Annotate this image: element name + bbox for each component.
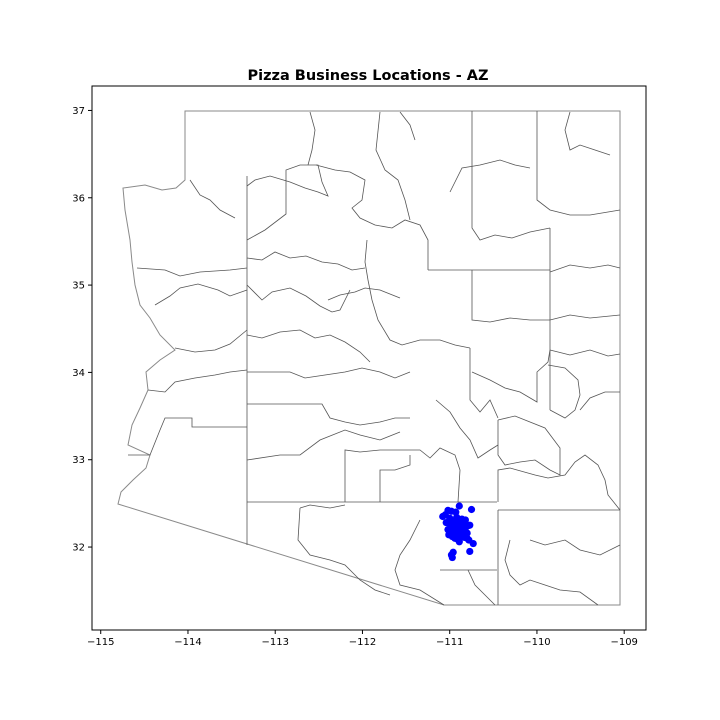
business-location-point (444, 525, 452, 534)
x-tick-label: −110 (523, 637, 550, 648)
state-boundary (117, 110, 621, 606)
x-tick-label: −114 (174, 637, 201, 648)
county-line (364, 239, 471, 349)
county-line (564, 111, 611, 156)
x-tick-label: −111 (436, 637, 463, 648)
business-location-point (466, 547, 474, 556)
business-location-point (442, 518, 450, 527)
x-tick-label: −112 (349, 637, 376, 648)
county-line (467, 569, 496, 606)
y-tick-label: 35 (72, 281, 85, 292)
county-line (399, 111, 416, 141)
y-tick-label: 33 (72, 455, 85, 466)
county-line (497, 415, 561, 476)
county-line (154, 283, 248, 306)
axes-frame (91, 85, 647, 631)
county-line (247, 403, 410, 426)
county-line (428, 228, 551, 271)
county-line (504, 539, 599, 606)
y-tick-label: 34 (72, 368, 85, 379)
county-line (246, 429, 401, 461)
county-line (246, 164, 329, 241)
county-line (246, 251, 366, 271)
county-line (147, 369, 248, 393)
county-line (379, 455, 411, 502)
county-line (246, 329, 371, 363)
county-line (327, 287, 401, 301)
county-line (497, 454, 621, 511)
county-line (297, 504, 391, 596)
county-line (449, 159, 531, 193)
business-location-point (455, 538, 463, 546)
county-line (529, 539, 621, 556)
county-line (189, 179, 236, 219)
county-line (315, 164, 429, 270)
x-tick-label: −113 (261, 637, 288, 648)
county-line (136, 267, 248, 277)
county-line (579, 391, 620, 411)
y-axis: 32 33 34 35 36 37 (72, 106, 92, 554)
y-tick-label: 36 (72, 193, 85, 204)
county-line (174, 329, 248, 353)
county-line (375, 111, 411, 221)
county-line (344, 447, 461, 503)
county-line (471, 349, 551, 403)
business-location-point (453, 513, 461, 521)
business-location-point (448, 553, 456, 562)
business-location-point (455, 502, 463, 510)
x-tick-label: −109 (610, 637, 637, 648)
business-location-point (466, 521, 474, 529)
county-line (536, 111, 621, 216)
county-line (549, 349, 621, 357)
business-location-point (461, 516, 470, 524)
county-line (394, 519, 445, 606)
business-location-point (467, 505, 476, 514)
county-line (469, 348, 499, 419)
business-location-point (456, 523, 464, 531)
x-axis: −115 −114 −113 −112 −111 −110 −109 (87, 630, 638, 648)
plot-area (117, 110, 621, 606)
county-line (246, 284, 351, 313)
county-line (471, 270, 621, 323)
county-boundaries (128, 111, 621, 606)
county-line (307, 111, 316, 166)
county-line (247, 367, 411, 379)
county-line (128, 417, 247, 456)
business-points (439, 502, 477, 562)
county-line (547, 364, 581, 419)
x-tick-label: −115 (87, 637, 114, 648)
business-location-point (469, 539, 477, 548)
county-line (549, 264, 621, 273)
y-tick-label: 32 (72, 543, 85, 554)
county-line (471, 111, 551, 241)
county-line (435, 399, 499, 459)
y-tick-label: 37 (72, 106, 85, 117)
chart-title: Pizza Business Locations - AZ (248, 68, 489, 84)
